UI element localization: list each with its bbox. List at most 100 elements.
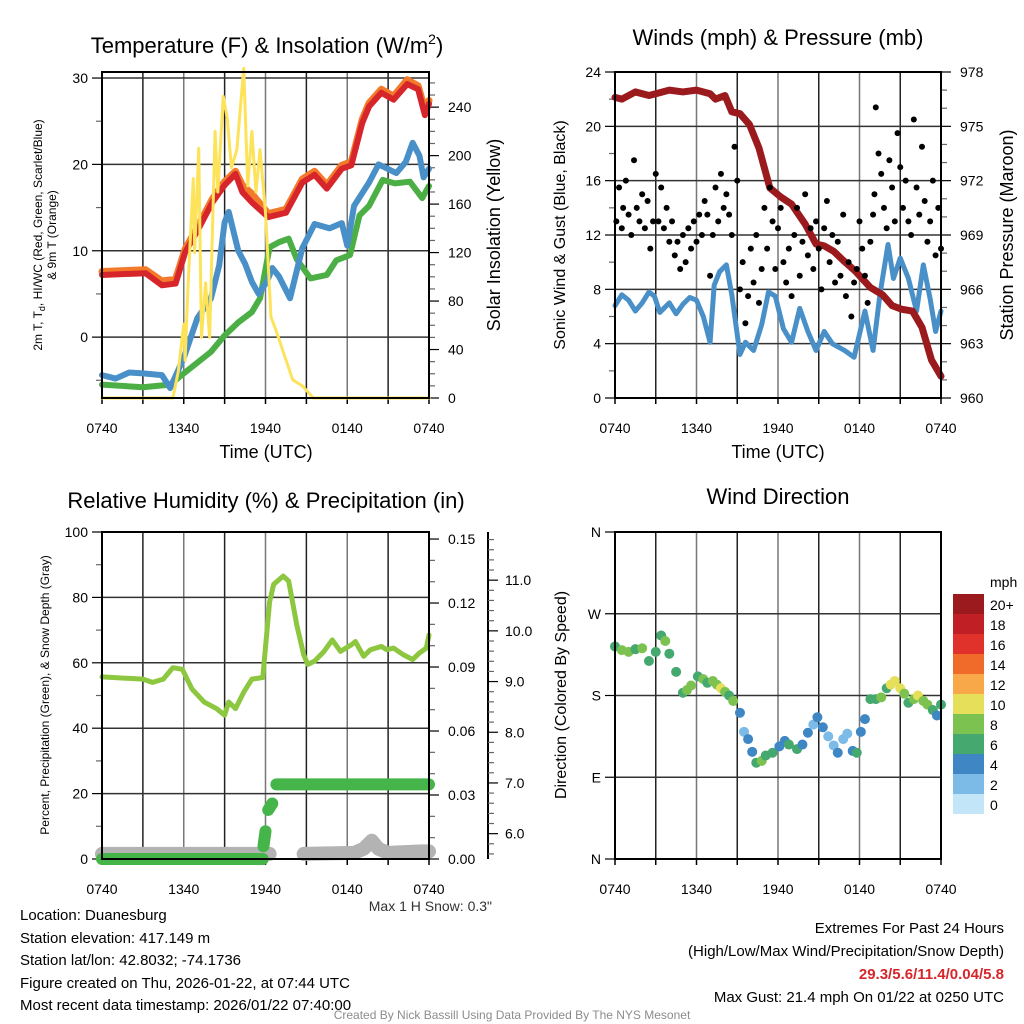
temperature-chart: 0740 1340 1940 0140 074001020300408012016020… <box>72 66 472 436</box>
colorbar-label: 14 <box>990 657 1006 673</box>
wind-direction-point <box>859 714 870 725</box>
colorbar-swatch <box>953 694 984 714</box>
gust-point <box>761 204 768 211</box>
y-right-tick-label: 0.09 <box>448 659 475 675</box>
snow-depth-line <box>296 833 436 861</box>
gust-point <box>704 211 711 218</box>
y-right2-tick-label: 11.0 <box>505 572 531 588</box>
gust-point <box>818 286 825 293</box>
gust-point <box>927 218 934 225</box>
colorbar-label: 2 <box>990 777 998 793</box>
gust-point <box>859 245 866 252</box>
wind-direction-point <box>889 675 900 686</box>
gust-point <box>620 204 627 211</box>
relative-humidity-line <box>99 573 432 718</box>
wind-direction-point <box>743 734 754 745</box>
gust-point <box>902 177 909 184</box>
x-tick-label: 0740 <box>925 881 956 897</box>
gust-point <box>821 225 828 232</box>
gust-point <box>845 259 852 266</box>
colorbar-label: 16 <box>990 637 1006 653</box>
gust-point <box>864 299 871 306</box>
extremes-subheading: (High/Low/Max Wind/Precipitation/Snow De… <box>688 943 1004 960</box>
gust-point <box>918 143 925 150</box>
gust-point <box>717 170 724 177</box>
gust-point <box>647 245 654 252</box>
colorbar-swatch <box>953 754 984 774</box>
gust-point <box>644 198 651 205</box>
colorbar-label: 8 <box>990 717 998 733</box>
gust-point <box>780 259 787 266</box>
station-pressure-line <box>611 86 945 380</box>
td-line <box>99 176 432 391</box>
x-tick-label: 1940 <box>250 881 281 897</box>
gust-point <box>880 204 887 211</box>
insolation-axis-title: Solar Insolation (Yellow) <box>484 139 504 331</box>
gust-point <box>785 245 792 252</box>
gust-point <box>935 204 942 211</box>
gust-point <box>908 232 915 238</box>
wind-direction-point <box>637 643 648 654</box>
wind-direction-point <box>734 707 745 718</box>
wind-y-axis-title: Sonic Wind & Gust (Blue, Black) <box>552 120 569 349</box>
y-right-tick-label: 240 <box>448 99 472 115</box>
chart-panels: 0740 1340 1940 0140 074001020300408012016020… <box>65 64 984 897</box>
gust-point <box>753 232 760 238</box>
gust-point <box>924 238 931 245</box>
precipitation-line <box>257 825 272 853</box>
wind-direction-point <box>739 726 750 737</box>
gust-point <box>897 164 904 171</box>
speed-colorbar: mph 20+ 18 16 14 12 10 8 6 4 2 0 <box>953 574 1017 814</box>
wind-direction-point <box>876 692 887 703</box>
gust-point <box>783 279 790 286</box>
temp-y-axis-title-line2: & 9m T (Orange) <box>45 190 59 280</box>
gust-point <box>899 204 906 211</box>
plot-frame <box>101 531 430 860</box>
colorbar-label: 6 <box>990 737 998 753</box>
x-tick-label: 0740 <box>86 881 117 897</box>
solar-insolation-line <box>100 66 431 400</box>
gust-point <box>628 232 635 238</box>
wind-direction-point <box>931 710 942 721</box>
wind-direction-point <box>660 636 671 646</box>
gust-point <box>889 184 896 191</box>
extremes-heading: Extremes For Past 24 Hours <box>815 920 1004 937</box>
colorbar-label: 4 <box>990 757 998 773</box>
wind-direction-point <box>851 747 862 758</box>
x-tick-label: 1940 <box>762 420 793 436</box>
gust-point <box>856 218 863 225</box>
gust-point <box>669 218 676 225</box>
gust-point <box>715 218 722 225</box>
wind-direction-point <box>828 740 839 751</box>
gust-point <box>641 225 648 232</box>
gust-point <box>766 184 773 191</box>
gust-point <box>791 232 798 238</box>
gust-point <box>867 238 874 245</box>
y-left-tick-label: E <box>592 769 601 785</box>
gust-point <box>848 313 855 320</box>
winds-chart-title: Winds (mph) & Pressure (mb) <box>633 25 924 50</box>
gust-point <box>747 245 754 252</box>
gust-point <box>674 238 681 245</box>
colorbar-swatch <box>953 614 984 634</box>
gust-point <box>804 252 811 259</box>
y-left-tick-label: 100 <box>65 524 89 540</box>
colorbar-swatch <box>953 734 984 754</box>
wind-direction-point <box>802 727 813 738</box>
gust-point <box>701 198 708 205</box>
gust-point <box>891 218 898 225</box>
wind-direction-point <box>817 722 828 733</box>
y-left-tick-label: 0 <box>593 390 601 406</box>
gust-point <box>671 252 678 259</box>
wind-direction-point <box>728 695 739 706</box>
plot-frame <box>614 531 942 860</box>
wind-direction-point <box>797 739 808 750</box>
wind-direction-point <box>643 655 654 666</box>
gust-point <box>631 157 638 164</box>
wind-direction-point <box>664 648 675 659</box>
gust-point <box>693 238 700 245</box>
direction-y-axis-title: Direction (Colored By Speed) <box>553 591 570 799</box>
gust-point <box>883 225 890 232</box>
x-tick-label: 0740 <box>599 420 630 436</box>
gust-point <box>788 293 795 300</box>
